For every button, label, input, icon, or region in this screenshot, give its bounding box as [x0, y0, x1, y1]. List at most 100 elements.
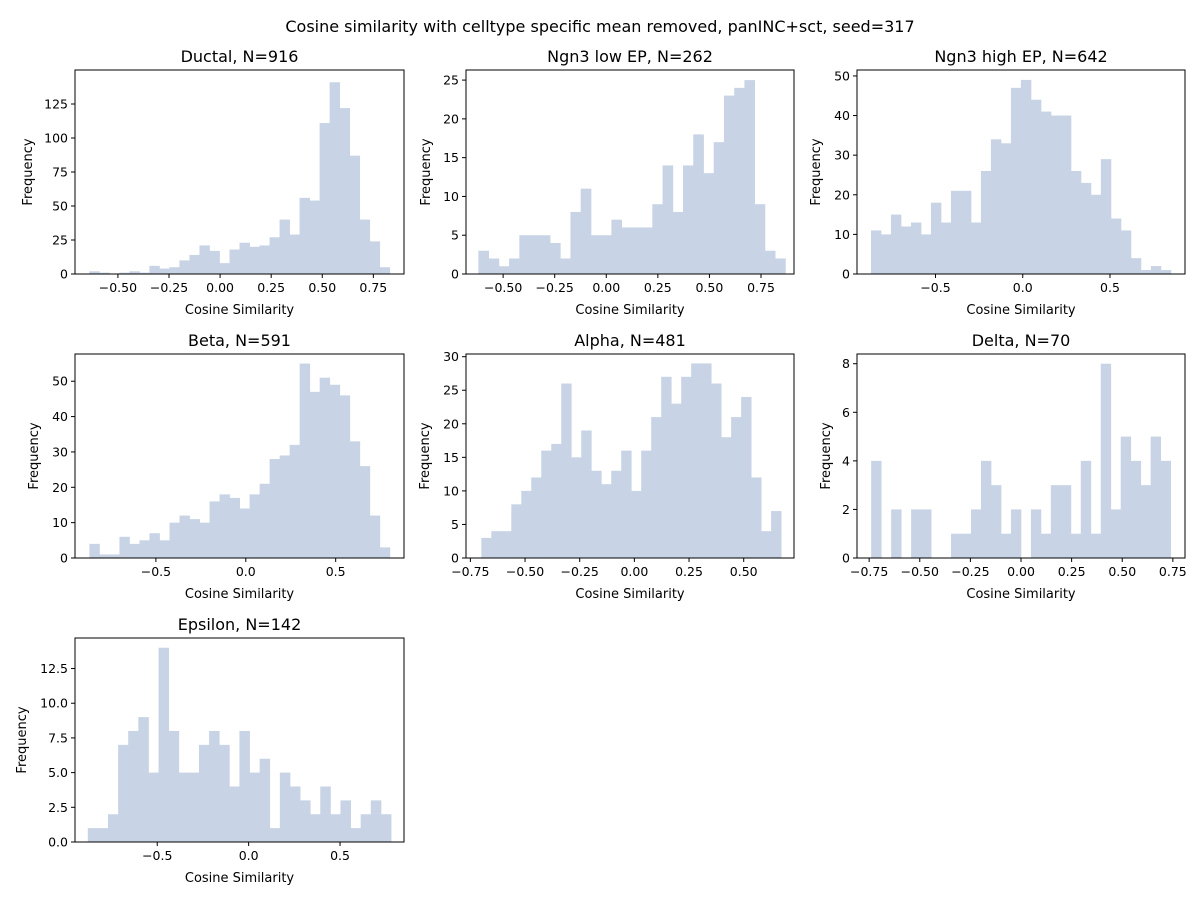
- histogram-bar: [703, 173, 715, 274]
- x-axis-label: Cosine Similarity: [185, 587, 295, 602]
- x-tick-label: 0.25: [1058, 564, 1086, 579]
- histogram-bar: [209, 730, 220, 842]
- x-tick-label: 0.75: [1159, 564, 1187, 579]
- y-tick-label: 2: [842, 502, 850, 517]
- histogram-bar: [249, 772, 261, 842]
- histogram-bar: [1160, 270, 1172, 274]
- histogram-bar: [89, 543, 100, 558]
- histogram-bar: [89, 271, 100, 274]
- histogram-bar: [1110, 509, 1122, 558]
- panel-title: Beta, N=591: [188, 331, 291, 350]
- y-tick-label: 25: [52, 233, 68, 248]
- histogram-bar: [940, 222, 952, 274]
- x-tick-label: 0.5: [326, 564, 346, 579]
- histogram-bar: [1070, 533, 1082, 558]
- y-tick-label: 25: [443, 73, 459, 88]
- histogram-bar: [723, 95, 735, 274]
- histogram-bar: [319, 123, 331, 274]
- histogram-bar: [550, 242, 561, 274]
- histogram-bar: [329, 384, 341, 558]
- histogram-bar: [1030, 99, 1042, 275]
- x-tick-label: 0.50: [695, 280, 723, 295]
- histogram-bar: [911, 509, 922, 558]
- histogram-bar: [309, 200, 320, 274]
- y-tick-label: 30: [443, 349, 459, 364]
- y-tick-label: 5: [451, 228, 459, 243]
- histogram-bar: [119, 536, 130, 558]
- histogram-bar: [1010, 87, 1022, 274]
- x-tick-label: 0.0: [1013, 280, 1033, 295]
- histogram-bar: [229, 249, 240, 274]
- histogram-bar: [350, 828, 362, 842]
- histogram-bar: [1090, 194, 1102, 274]
- histogram-bar: [910, 222, 922, 274]
- x-axis-label: Cosine Similarity: [575, 303, 685, 318]
- histogram-bar: [501, 531, 512, 558]
- histogram-ngn3-high-ep: −0.5 0.0 0.5 0 10 20 30 40 50 Ngn3 high EP, N=642…: [809, 47, 1186, 318]
- histogram-bar: [339, 395, 351, 558]
- y-axis-label: Frequency: [15, 706, 30, 773]
- histogram-bar: [711, 383, 722, 558]
- y-tick-label: 0: [451, 551, 459, 566]
- panel-title: Epsilon, N=142: [178, 615, 302, 634]
- histogram-bar: [713, 142, 725, 274]
- histogram-bar: [890, 214, 902, 274]
- histogram-bar: [672, 211, 684, 274]
- y-axis-label: Frequency: [418, 422, 433, 489]
- histogram-bar: [920, 234, 932, 274]
- histogram-bar: [951, 533, 962, 558]
- histogram-bar: [683, 165, 694, 274]
- histogram-bar: [299, 197, 310, 274]
- histogram-bar: [541, 450, 552, 558]
- axes-frame: [74, 353, 405, 559]
- histogram-bar: [961, 533, 972, 558]
- histogram-bar: [900, 226, 912, 274]
- y-tick-label: 15: [443, 450, 459, 465]
- histogram-bar: [360, 814, 372, 842]
- y-tick-label: 10: [443, 483, 459, 498]
- histogram-bar: [611, 470, 622, 558]
- y-tick-label: 5: [451, 517, 459, 532]
- x-tick-label: 0.25: [644, 280, 672, 295]
- histogram-bar: [601, 484, 612, 558]
- histogram-delta: −0.75 −0.50 −0.25 0.00 0.25 0.50 0.75 0 2 4 6 8 Delt…: [819, 331, 1187, 602]
- x-tick-label: −0.5: [920, 280, 950, 295]
- histogram-bar: [108, 814, 119, 842]
- histogram-bar: [329, 82, 341, 275]
- histogram-bar: [734, 87, 745, 274]
- histogram-bar: [491, 531, 502, 558]
- histogram-bar: [209, 501, 220, 558]
- histogram-bar: [641, 450, 652, 558]
- histogram-bar: [330, 814, 341, 842]
- x-tick-label: 0.5: [1100, 280, 1120, 295]
- histogram-bar: [871, 460, 882, 558]
- x-tick-label: 0.50: [730, 564, 758, 579]
- histogram-bar: [310, 814, 321, 842]
- histogram-bar: [219, 263, 230, 274]
- histogram-bar: [511, 504, 522, 558]
- axes-frame: [74, 637, 405, 843]
- histogram-bar: [764, 250, 776, 274]
- histogram-bar: [129, 543, 140, 558]
- figure-title: Cosine similarity with celltype specific…: [285, 17, 914, 36]
- y-tick-label: 10: [52, 515, 68, 530]
- histogram-bar: [980, 460, 992, 558]
- x-axis-label: Cosine Similarity: [185, 303, 295, 318]
- histogram-bar: [1110, 218, 1122, 274]
- histogram-bar: [370, 800, 382, 842]
- histogram-bar: [279, 219, 290, 274]
- histogram-alpha: −0.75 −0.50 −0.25 0.00 0.25 0.50 0 5 10 15 20 25 30 A…: [418, 331, 795, 602]
- histogram-bar: [169, 267, 180, 274]
- histogram-bar: [631, 490, 642, 558]
- histogram-bar: [249, 494, 261, 558]
- histogram-bar: [1140, 270, 1152, 274]
- histogram-bar: [269, 828, 281, 842]
- histogram-bar: [87, 828, 99, 842]
- histogram-bar: [158, 647, 170, 842]
- histogram-bar: [601, 235, 612, 274]
- histogram-bar: [1050, 485, 1062, 558]
- y-tick-label: 8: [842, 356, 850, 371]
- histogram-bar: [319, 377, 331, 558]
- axes-frame: [856, 69, 1186, 275]
